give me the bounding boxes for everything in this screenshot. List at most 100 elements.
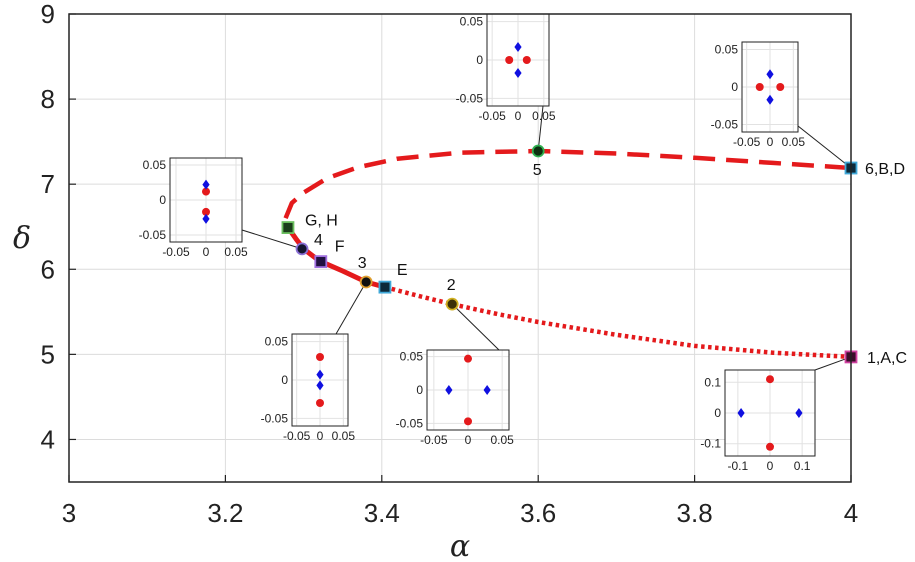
inset-blue-point xyxy=(766,69,774,80)
marker-circle xyxy=(359,275,373,289)
marker-circle xyxy=(295,242,309,256)
x-tick-label: 3.4 xyxy=(364,498,400,528)
inset-y-tick-label: 0 xyxy=(281,373,288,387)
inset-2: -0.05 0 0.05 0.05 0 -0.05 xyxy=(396,349,514,447)
inset-connector xyxy=(797,125,852,169)
inset-red-point xyxy=(766,442,774,451)
inset-border xyxy=(291,333,349,427)
inset-y-tick-label: 0 xyxy=(714,406,721,420)
inset-x-tick-label: 0 xyxy=(515,109,522,123)
inset-red-point xyxy=(505,56,514,64)
inset-border xyxy=(169,157,243,243)
y-tick-label: 9 xyxy=(41,0,55,29)
marker-circle xyxy=(531,144,545,158)
inset-x-tick-label: -0.05 xyxy=(283,429,311,443)
inset-y-tick-label: 0 xyxy=(476,53,483,67)
inset-5: -0.05 0 0.05 0.05 0 -0.05 xyxy=(456,13,556,123)
inset-x-tick-label: -0.05 xyxy=(733,135,761,149)
point-label: 3 xyxy=(358,255,367,272)
point-label: 5 xyxy=(533,162,542,179)
inset-y-tick-label: 0.05 xyxy=(715,43,739,57)
y-tick-labels: 4 5 6 7 8 9 xyxy=(41,0,55,454)
inset-red-point xyxy=(464,354,472,363)
inset-x-tick-label: -0.05 xyxy=(162,245,190,259)
inset-border xyxy=(724,369,816,457)
inset-y-tick-label: 0.1 xyxy=(704,375,721,389)
inset-3: -0.05 0 0.05 0.05 0 -0.05 xyxy=(261,333,356,443)
inset-red-point xyxy=(316,399,324,407)
x-tick-label: 3 xyxy=(62,498,76,528)
x-tick-label: 3.8 xyxy=(677,498,713,528)
inset-red-point xyxy=(522,56,531,64)
marker-layer: G, H 4 F3 E 2 5 6,B,D 1,A,C xyxy=(281,144,907,367)
inset-connector xyxy=(335,281,367,335)
inset-blue-point xyxy=(795,408,803,418)
point-label: 2 xyxy=(447,277,456,294)
inset-x-tick-label: -0.05 xyxy=(478,109,506,123)
inset-red-point xyxy=(202,207,210,216)
inset-x-tick-label: -0.1 xyxy=(728,459,749,473)
y-axis-label: δ xyxy=(13,221,31,256)
inset-red-point xyxy=(464,417,472,426)
inset-red-point xyxy=(766,375,774,384)
inset-blue-point xyxy=(445,385,453,395)
marker-circle xyxy=(445,297,459,311)
x-tick-label: 3.2 xyxy=(207,498,243,528)
inset-blue-point xyxy=(316,369,324,380)
x-tick-label: 3.6 xyxy=(520,498,556,528)
inset-border xyxy=(426,349,510,431)
inset-y-tick-label: -0.05 xyxy=(261,411,289,425)
series-dotted xyxy=(384,284,852,360)
inset-layer: -0.05 0 0.050.050-0.05-0.05 0 0.050.050-0.05… xyxy=(139,13,816,473)
inset-blue-point xyxy=(202,179,210,190)
inset-6BD: -0.05 0 0.05 0.05 0 -0.05 xyxy=(711,41,806,149)
inset-y-tick-label: -0.1 xyxy=(700,437,721,451)
inset-x-tick-label: 0 xyxy=(767,459,774,473)
inset-red-point xyxy=(776,83,785,91)
inset-y-tick-label: 0 xyxy=(159,193,166,207)
point-label: 4 xyxy=(314,232,323,249)
inset-blue-point xyxy=(483,385,491,395)
inset-x-tick-label: 0 xyxy=(203,245,210,259)
inset-x-tick-label: -0.05 xyxy=(420,433,448,447)
x-tick-labels: 3 3.2 3.4 3.6 3.8 4 xyxy=(62,498,858,528)
point-label: G, H xyxy=(305,213,338,230)
inset-x-tick-label: 0.1 xyxy=(794,459,811,473)
inset-y-tick-label: 0.05 xyxy=(400,350,424,364)
connector-layer xyxy=(241,105,852,371)
inset-x-tick-label: 0 xyxy=(317,429,324,443)
point-label: 1,A,C xyxy=(867,350,907,367)
inset-y-tick-label: -0.05 xyxy=(139,228,167,242)
inset-red-point xyxy=(202,187,210,196)
x-axis-label: α xyxy=(450,529,470,562)
inset-y-tick-label: -0.05 xyxy=(396,416,424,430)
point-label: F xyxy=(335,239,345,256)
inset-blue-point xyxy=(737,408,745,418)
inset-blue-point xyxy=(202,213,210,224)
inset-x-tick-label: 0.05 xyxy=(224,245,248,259)
series-dashed xyxy=(283,148,852,220)
inset-y-tick-label: 0.05 xyxy=(265,335,289,349)
inset-y-tick-label: 0.05 xyxy=(460,15,484,29)
inset-red-point xyxy=(316,353,324,361)
inset-y-tick-label: -0.05 xyxy=(711,118,739,132)
x-tick-label: 4 xyxy=(844,498,858,528)
inset-red-point xyxy=(755,83,764,91)
y-tick-label: 8 xyxy=(41,84,55,114)
inset-blue-point xyxy=(316,380,324,391)
y-tick-label: 4 xyxy=(41,424,55,454)
inset-x-tick-label: 0 xyxy=(767,135,774,149)
inset-x-tick-label: 0.05 xyxy=(490,433,514,447)
inset-x-tick-label: 0.05 xyxy=(532,109,556,123)
inset-x-tick-label: 0.05 xyxy=(332,429,356,443)
inset-x-tick-label: 0.05 xyxy=(782,135,806,149)
y-tick-label: 7 xyxy=(41,169,55,199)
y-tick-label: 6 xyxy=(41,254,55,284)
inset-x-tick-label: 0 xyxy=(465,433,472,447)
inset-GH: -0.05 0 0.05 0.05 0 -0.05 xyxy=(139,157,248,259)
inset-y-tick-label: -0.05 xyxy=(456,91,484,105)
inset-connector xyxy=(241,229,303,250)
inset-connector xyxy=(537,105,544,152)
inset-y-tick-label: 0.05 xyxy=(143,158,167,172)
